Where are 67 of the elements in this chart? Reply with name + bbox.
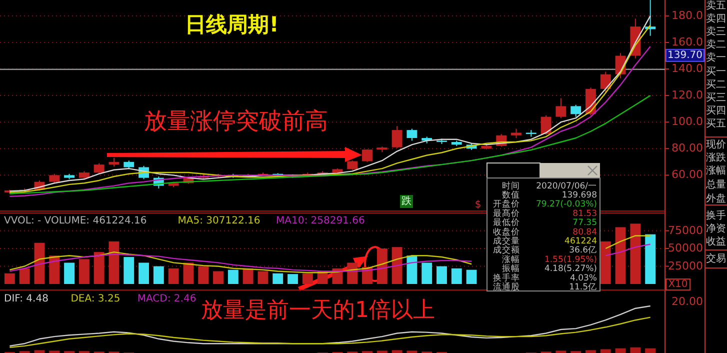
annotation: 成交量 — [493, 236, 520, 247]
text: MA10: 258291.66 — [276, 216, 365, 227]
y-tick-label: 120.0 — [672, 88, 703, 102]
text: 总量 — [705, 178, 726, 191]
annotation: 80.84 — [572, 227, 597, 238]
text: 现价 — [706, 138, 726, 151]
annotation: 换手率 — [493, 272, 520, 284]
annotation: $ — [474, 200, 482, 211]
y-tick-label: 80.00 — [672, 142, 703, 155]
text: MACD: 2.46 — [137, 294, 196, 305]
annotation: 涨幅 — [502, 254, 520, 265]
chart-title: VVOL: - VOLUME: 461224.16 — [4, 216, 147, 227]
text: 卖二 — [706, 38, 726, 51]
annotation: 77.35 — [572, 218, 597, 228]
ref-line-label: 139.70 — [668, 50, 702, 62]
y-tick-label: 25000 — [668, 259, 703, 272]
text: 换手 — [706, 210, 726, 222]
y-tick-label: 160.0 — [672, 35, 703, 48]
annotation: 时间 — [502, 180, 520, 192]
text: 20.00 — [672, 295, 703, 308]
text: 外盘 — [706, 192, 726, 205]
annotation: 2020/07/06/一 — [536, 181, 597, 192]
annotation: 流通股 — [493, 282, 520, 293]
text: 买四 — [706, 106, 726, 117]
annotation: 1.55(1.95%) — [544, 254, 597, 265]
y-tick-label: 75000 — [668, 224, 703, 237]
text: DEA: 3.25 — [70, 294, 120, 305]
annotation: 36.6亿 — [569, 244, 597, 256]
text: 卖一 — [706, 52, 726, 64]
text: X10 — [668, 279, 688, 290]
text: 买五 — [706, 118, 726, 130]
annotation: 79.27(-0.03%) — [536, 200, 597, 210]
annotation: 开盘价 — [493, 198, 520, 210]
text: 收益 — [706, 236, 726, 248]
text: 买一 — [706, 66, 726, 78]
annotation: 4.03% — [570, 273, 597, 284]
annotation: 收盘价 — [493, 226, 520, 238]
y-tick-label: 140.0 — [672, 62, 703, 76]
annotation: 放量涨停突破前高 — [144, 108, 328, 134]
y-tick-label: 180.0 — [672, 8, 703, 22]
text: 交易 — [706, 252, 726, 265]
text: DIF: 4.48 — [4, 294, 48, 305]
text: 日线周期! — [185, 12, 279, 37]
text: 卖五 — [706, 0, 726, 12]
annotation: 放量是前一天的1倍以上 — [201, 298, 435, 324]
annotation: 最髙价 — [493, 208, 520, 219]
y-tick-label: 50000 — [668, 242, 703, 255]
text: 买二 — [706, 80, 726, 91]
annotation: 461224 — [564, 236, 597, 247]
annotation: 11.5亿 — [569, 282, 597, 293]
text: MA5: 307122.16 — [178, 216, 260, 227]
text: 涨跌 — [706, 152, 726, 164]
text: 卖四 — [706, 12, 726, 25]
text: 买三 — [706, 92, 726, 104]
y-tick-label: 60.00 — [672, 168, 703, 182]
text: 卖三 — [706, 26, 726, 38]
annotation: 成交额 — [493, 244, 520, 256]
annotation: 81.53 — [572, 208, 597, 219]
text: 涨幅 — [706, 164, 726, 177]
text: 净资 — [706, 222, 726, 235]
annotation: 4.18(5.27%) — [544, 264, 597, 274]
annotation: 最低价 — [493, 217, 520, 228]
y-tick-label: 100.0 — [672, 115, 703, 128]
annotation: 振幅 — [502, 263, 520, 274]
annotation: 跌 — [402, 195, 412, 208]
annotation: 数值 — [502, 190, 520, 201]
annotation: 139.698 — [562, 190, 597, 201]
